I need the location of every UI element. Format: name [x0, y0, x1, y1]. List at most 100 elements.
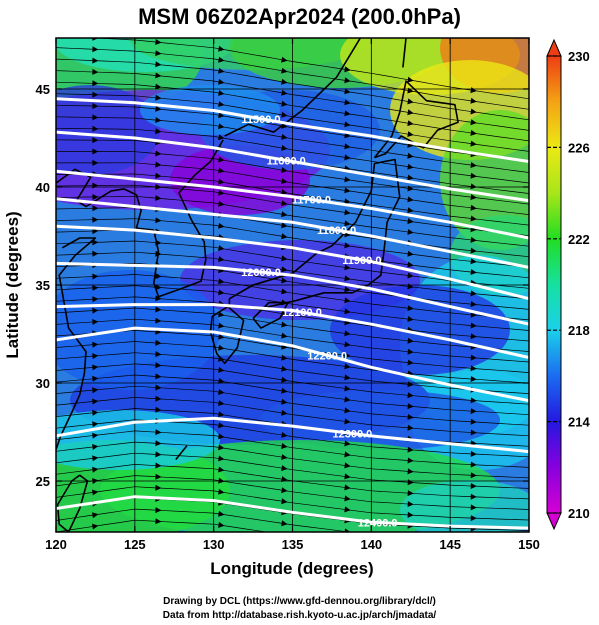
field-patch-20 [260, 390, 500, 450]
contour-11700.0 [56, 169, 529, 240]
streamline-arrow [281, 365, 288, 372]
streamline-arrow [470, 483, 477, 489]
streamline-arrow [344, 484, 351, 491]
contour-11600.0 [56, 130, 529, 203]
streamline-arrow [218, 112, 225, 119]
streamline-arrow [344, 539, 350, 545]
colorbar-scale [546, 55, 562, 514]
streamline-arrow [344, 440, 351, 447]
streamline-arrow [470, 108, 477, 115]
streamline-arrow [281, 111, 288, 118]
streamline-6 [56, 104, 529, 163]
streamline-arrow [344, 77, 351, 84]
streamline-7 [56, 116, 529, 173]
streamline-arrow [281, 354, 288, 361]
streamline-2 [56, 58, 529, 121]
x-tick-label: 150 [518, 537, 540, 552]
streamline-24 [56, 307, 529, 352]
streamline-21 [56, 274, 529, 321]
streamline-arrow [407, 392, 414, 399]
streamline-arrow [407, 185, 414, 192]
coastline-okinawa [175, 445, 188, 461]
streamline-arrow [407, 316, 414, 322]
streamline-13 [56, 184, 529, 237]
contour-label: 11900.0 [342, 255, 381, 267]
streamline-arrow [218, 322, 225, 329]
streamline-arrow [218, 200, 225, 207]
map-title: MSM 06Z02Apr2024 (200.0hPa) [138, 4, 461, 29]
streamline-arrow [470, 450, 477, 457]
streamline-arrow [281, 222, 288, 229]
streamline-arrow [155, 507, 162, 514]
streamline-arrow [281, 100, 288, 107]
y-tick-label: 35 [36, 278, 50, 293]
streamline-arrow [470, 204, 477, 211]
streamline-arrow [344, 330, 351, 337]
streamline-arrow [281, 398, 288, 405]
streamline-arrow [281, 443, 288, 449]
y-axis: 25 30 35 40 45 [36, 82, 529, 489]
contour-label: 12100.0 [282, 307, 322, 319]
streamline-arrow [344, 297, 351, 304]
y-tick-label: 40 [36, 180, 50, 195]
x-axis: 120 125 130 135 140 145 150 [45, 38, 540, 552]
streamline-29 [56, 363, 529, 405]
streamline-arrow [344, 66, 351, 73]
streamline-arrow [281, 465, 288, 471]
streamline-5 [56, 93, 529, 152]
streamline-37 [56, 452, 529, 489]
streamline-arrow [470, 333, 477, 340]
streamline-arrow [407, 283, 414, 290]
streamline-arrow [344, 418, 351, 425]
streamline-arrow [407, 479, 414, 486]
streamline-arrow [344, 264, 351, 271]
streamline-25 [56, 318, 529, 363]
streamline-32 [56, 397, 529, 437]
coastline-taiwan [56, 474, 89, 532]
streamline-arrow [155, 395, 162, 402]
streamline-27 [56, 341, 529, 384]
streamline-arrow [281, 454, 288, 460]
streamline-arrow [155, 339, 162, 346]
streamline-arrow [92, 68, 99, 75]
streamline-arrow [470, 493, 477, 500]
streamline-arrow [218, 378, 225, 384]
streamline-arrow [470, 87, 477, 94]
streamline-arrow [470, 397, 477, 404]
streamline-arrow [218, 477, 225, 484]
streamline-arrow [155, 484, 162, 491]
streamline-arrow [218, 366, 225, 373]
streamline-arrow [281, 277, 288, 284]
streamline-arrow [155, 473, 162, 480]
streamline-arrow [344, 495, 351, 502]
streamline-arrow [408, 545, 414, 551]
streamline-arrow [92, 80, 99, 87]
contour-12100.0 [56, 303, 529, 359]
credit-data: Data from http://database.rish.kyoto-u.a… [162, 610, 437, 621]
streamline-arrow [155, 161, 162, 168]
streamline-arrow [281, 78, 288, 85]
colorbar-tick-label: 214 [568, 415, 590, 430]
field-patch-19 [330, 285, 510, 375]
streamline-arrow [92, 205, 99, 212]
streamline-arrow [92, 284, 99, 291]
streamline-arrow [344, 341, 351, 348]
streamline-arrow [281, 321, 288, 328]
streamline-arrow [92, 296, 99, 303]
contour-12000.0 [56, 261, 529, 326]
streamline-arrow [470, 354, 477, 361]
streamline-arrow [407, 152, 414, 159]
streamline-arrow [92, 523, 99, 530]
streamline-arrow [470, 183, 477, 190]
y-tick-label: 25 [36, 474, 50, 489]
streamline-19 [56, 251, 529, 300]
streamline-arrow [281, 487, 288, 494]
contour-label: 11800.0 [317, 225, 356, 237]
streamline-arrow [92, 250, 99, 257]
streamline-arrow [92, 353, 99, 360]
streamline-arrow [218, 466, 225, 473]
streamline-arrow [281, 89, 288, 96]
streamline-arrow [218, 101, 225, 107]
streamline-arrow [155, 172, 162, 179]
streamline-arrow [470, 269, 477, 275]
